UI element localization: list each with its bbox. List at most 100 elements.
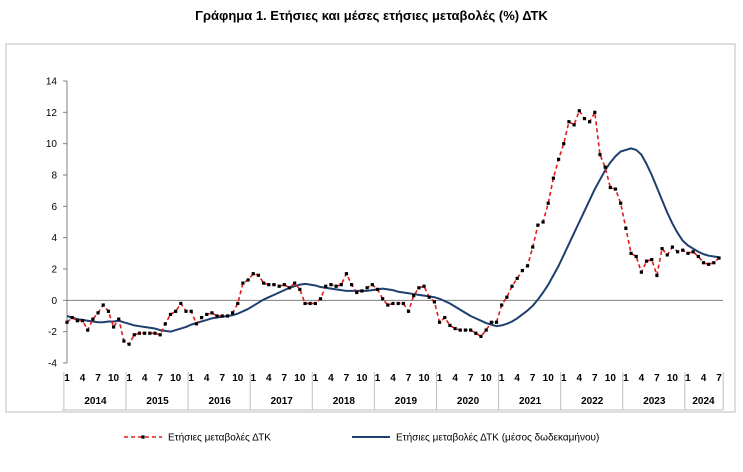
x-month-label: 4 [204, 373, 210, 384]
data-point-marker [505, 295, 509, 299]
data-point-marker [639, 270, 643, 274]
y-tick-label: -2 [48, 327, 57, 338]
x-month-label: 4 [80, 373, 86, 384]
data-point-marker [355, 290, 359, 295]
x-month-label: 1 [437, 373, 443, 384]
x-month-label: 1 [126, 373, 132, 384]
data-point-marker [582, 117, 587, 121]
data-point-marker [344, 272, 349, 276]
data-point-marker [303, 301, 307, 306]
data-point-marker [158, 333, 162, 337]
legend-swatch-marker [141, 435, 145, 439]
data-point-marker [96, 311, 100, 315]
data-point-marker [262, 281, 266, 285]
data-point-marker [463, 328, 468, 332]
data-point-marker [101, 303, 105, 307]
data-point-marker [365, 286, 369, 290]
data-point-marker [111, 325, 116, 329]
x-year-label: 2017 [271, 396, 294, 407]
data-point-marker [91, 317, 95, 321]
x-month-label: 7 [530, 373, 536, 384]
data-point-marker [318, 297, 323, 301]
data-point-marker [676, 250, 680, 254]
data-point-marker [350, 283, 354, 287]
data-point-marker [174, 309, 178, 313]
series-line-mean [66, 147, 720, 333]
data-point-marker [598, 153, 602, 157]
x-month-label: 1 [623, 373, 629, 384]
data-point-marker [417, 286, 421, 290]
x-month-label: 10 [418, 373, 430, 384]
x-month-label: 7 [468, 373, 474, 384]
data-point-marker [267, 283, 271, 287]
x-month-label: 1 [561, 373, 567, 384]
data-point-marker [520, 268, 524, 273]
data-point-marker [712, 261, 716, 265]
data-point-marker [381, 297, 385, 301]
series-area [65, 109, 721, 346]
x-year-label: 2018 [333, 396, 356, 407]
data-point-marker [562, 142, 566, 146]
data-point-marker [396, 301, 400, 306]
x-month-label: 7 [157, 373, 163, 384]
data-point-marker [619, 201, 623, 205]
data-point-marker [448, 323, 452, 327]
data-point-marker [293, 281, 297, 285]
x-month-label: 1 [188, 373, 194, 384]
x-year-label: 2014 [84, 396, 107, 407]
data-point-marker [696, 254, 700, 259]
data-point-marker [536, 223, 540, 227]
x-month-label: 4 [577, 373, 583, 384]
y-tick-label: 4 [51, 233, 57, 244]
data-point-marker [613, 187, 618, 191]
x-month-label: 4 [639, 373, 645, 384]
data-point-marker [184, 309, 188, 313]
data-point-marker [339, 283, 343, 287]
data-point-marker [567, 120, 571, 124]
data-point-marker [531, 245, 535, 249]
x-year-label: 2023 [643, 396, 666, 407]
chart-title: Γράφημα 1. Ετήσιες και μέσες ετήσιες μετ… [195, 8, 548, 23]
data-point-marker [500, 303, 504, 307]
data-point-marker [386, 303, 390, 307]
data-point-marker [670, 245, 675, 249]
data-point-marker [127, 342, 131, 346]
x-month-label: 7 [219, 373, 225, 384]
data-point-marker [132, 333, 136, 337]
data-point-marker [412, 294, 416, 298]
x-month-label: 1 [375, 373, 381, 384]
data-point-marker [655, 273, 659, 277]
data-point-marker [215, 314, 219, 318]
data-point-marker [220, 314, 224, 318]
data-point-marker [541, 220, 545, 224]
data-point-marker [148, 331, 152, 335]
data-point-marker [479, 334, 483, 338]
x-year-label: 2022 [581, 396, 604, 407]
data-point-marker [324, 284, 328, 288]
data-point-marker [168, 312, 173, 317]
data-point-marker [225, 314, 230, 318]
data-point-marker [577, 109, 581, 113]
y-tick-label: 10 [46, 139, 58, 150]
data-point-marker [251, 272, 255, 276]
x-month-label: 10 [108, 373, 120, 384]
y-axis: -4 -2 0 2 4 6 8 10 12 14 [46, 77, 723, 370]
x-month-label: 7 [654, 373, 660, 384]
data-point-marker [474, 331, 478, 335]
data-point-marker [75, 319, 79, 323]
x-year-label: 2015 [146, 396, 169, 407]
x-month-label: 7 [592, 373, 598, 384]
data-point-marker [391, 301, 395, 306]
x-axis: 1 4 7 10 1 4 7 10 1 4 7 10 1 4 7 10 1 4 7 10 1 4 7 10 1 4 7 10 1 4 7 10… [62, 372, 724, 411]
data-point-marker [593, 110, 597, 114]
y-tick-label: 2 [51, 265, 57, 276]
y-tick-label: 14 [46, 77, 58, 88]
x-month-label: 10 [543, 373, 555, 384]
data-point-marker [308, 301, 312, 306]
data-point-marker [298, 287, 302, 291]
data-point-marker [634, 254, 638, 259]
legend: Ετήσιες μεταβολές ΔΤΚ Ετήσιες μεταβολές Δ… [124, 432, 599, 444]
data-point-marker [210, 311, 214, 315]
x-month-label: 10 [356, 373, 368, 384]
